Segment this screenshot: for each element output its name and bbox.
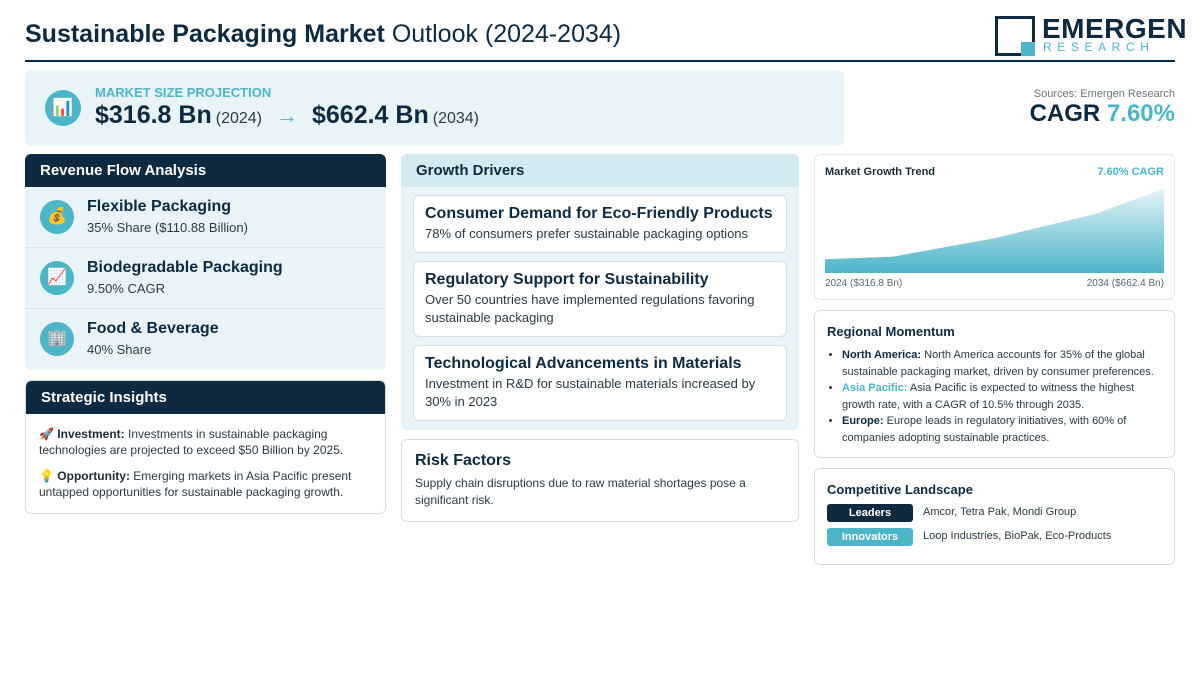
logo-sub-text: RESEARCH	[1043, 40, 1155, 54]
region-item: Asia Pacific: Asia Pacific is expected t…	[842, 380, 1162, 413]
start-value: $316.8 Bn	[95, 101, 212, 129]
market-growth-trend-card: Market Growth Trend 7.60% CAGR 2024 ($31…	[814, 154, 1175, 300]
bar-chart-icon: 📊	[45, 90, 81, 126]
strategic-insights-card: Strategic Insights 🚀 Investment: Investm…	[25, 380, 386, 514]
region-name: Asia Pacific:	[842, 382, 908, 394]
arrow-right-icon: →	[276, 103, 298, 128]
trend-up-icon: 📈	[40, 261, 74, 295]
market-size-projection: 📊 MARKET SIZE PROJECTION $316.8 Bn (2024)…	[25, 70, 844, 146]
projection-label: MARKET SIZE PROJECTION	[95, 85, 272, 100]
growth-drivers-title: Growth Drivers	[401, 154, 799, 187]
trend-start-label: 2024 ($316.8 Bn)	[825, 278, 903, 289]
cagr-summary: CAGR 7.60%	[1030, 100, 1175, 128]
revenue-item-value: 35% Share ($110.88 Billion)	[87, 220, 248, 235]
revenue-item-name: Biodegradable Packaging	[87, 259, 283, 276]
insight-label: Investment:	[57, 427, 125, 441]
regional-momentum-title: Regional Momentum	[827, 324, 955, 339]
driver-title: Regulatory Support for Sustainability	[425, 271, 709, 288]
region-text: Europe leads in regulatory initiatives, …	[842, 415, 1127, 444]
region-text: North America accounts for 35% of the gl…	[842, 349, 1154, 378]
trend-cagr: 7.60% CAGR	[1097, 166, 1164, 178]
insight-text: Emerging markets in Asia Pacific present…	[39, 469, 352, 499]
revenue-flow-card: Revenue Flow Analysis 💰 Flexible Packagi…	[25, 154, 386, 370]
revenue-item-name: Flexible Packaging	[87, 198, 232, 215]
risk-factors-card: Risk Factors Supply chain disruptions du…	[401, 439, 799, 522]
end-year: (2034)	[432, 110, 479, 127]
emergen-logo[interactable]: EMERGEN RESEARCH	[995, 13, 1187, 56]
revenue-item: 💰 Flexible Packaging 35% Share ($110.88 …	[25, 187, 386, 248]
logo-main-text: EMERGEN	[1042, 13, 1188, 44]
region-name: North America:	[842, 349, 922, 361]
trend-area	[825, 188, 1164, 273]
revenue-item: 📈 Biodegradable Packaging 9.50% CAGR	[25, 248, 386, 309]
cagr-value: 7.60%	[1106, 100, 1175, 127]
insight-label: Opportunity:	[57, 469, 130, 483]
trend-end-label: 2034 ($662.4 Bn)	[1086, 278, 1164, 289]
end-value: $662.4 Bn	[312, 101, 429, 129]
lightbulb-icon: 💡	[39, 469, 54, 483]
money-bag-icon: 💰	[40, 200, 74, 234]
driver-title: Technological Advancements in Materials	[425, 355, 742, 372]
page-header: Sustainable Packaging Market Outlook (20…	[25, 12, 1187, 62]
revenue-flow-title: Revenue Flow Analysis	[25, 154, 386, 187]
region-item: Europe: Europe leads in regulatory initi…	[842, 413, 1162, 446]
region-item: North America: North America accounts fo…	[842, 347, 1162, 380]
revenue-item-name: Food & Beverage	[87, 320, 219, 337]
growth-drivers-card: Growth Drivers Consumer Demand for Eco-F…	[401, 154, 799, 430]
competitive-landscape-card: Competitive Landscape Leaders Amcor, Tet…	[814, 468, 1175, 565]
page-title: Sustainable Packaging Market Outlook (20…	[25, 20, 621, 49]
leaders-badge: Leaders	[827, 504, 913, 522]
innovators-badge: Innovators	[827, 528, 913, 546]
insight-item: 🚀 Investment: Investments in sustainable…	[39, 426, 369, 458]
driver-item: Technological Advancements in Materials …	[413, 345, 787, 421]
driver-title: Consumer Demand for Eco-Friendly Product…	[425, 205, 773, 222]
projection-values: $316.8 Bn (2024) → $662.4 Bn (2034)	[95, 101, 479, 130]
driver-text: Over 50 countries have implemented regul…	[425, 292, 755, 325]
rocket-icon: 🚀	[39, 427, 54, 441]
trend-area-chart	[825, 188, 1164, 273]
logo-mark-icon	[995, 16, 1035, 56]
building-icon: 🏢	[40, 322, 74, 356]
risk-factors-text: Supply chain disruptions due to raw mate…	[415, 476, 746, 507]
driver-text: Investment in R&D for sustainable materi…	[425, 376, 756, 409]
title-bold: Sustainable Packaging Market	[25, 20, 385, 48]
insight-item: 💡 Opportunity: Emerging markets in Asia …	[39, 468, 369, 500]
title-rest: Outlook (2024-2034)	[391, 20, 622, 48]
revenue-item-value: 9.50% CAGR	[87, 281, 166, 296]
insight-text: Investments in sustainable packaging tec…	[39, 427, 344, 457]
regional-momentum-card: Regional Momentum North America: North A…	[814, 310, 1175, 458]
competitor-names: Loop Industries, BioPak, Eco-Products	[923, 530, 1112, 542]
regional-list: North America: North America accounts fo…	[842, 347, 1162, 446]
revenue-item-value: 40% Share	[87, 342, 152, 357]
region-text: Asia Pacific is expected to witness the …	[842, 382, 1135, 411]
sources-text: Sources: Emergen Research	[1033, 88, 1175, 100]
driver-item: Consumer Demand for Eco-Friendly Product…	[413, 195, 787, 253]
strategic-insights-title: Strategic Insights	[26, 381, 385, 414]
cagr-label: CAGR	[1029, 100, 1101, 127]
region-name: Europe:	[842, 415, 884, 427]
driver-text: 78% of consumers prefer sustainable pack…	[425, 226, 749, 241]
competitive-landscape-title: Competitive Landscape	[827, 482, 973, 497]
driver-item: Regulatory Support for Sustainability Ov…	[413, 261, 787, 337]
trend-title: Market Growth Trend	[825, 166, 936, 178]
revenue-item: 🏢 Food & Beverage 40% Share	[25, 309, 386, 370]
competitor-names: Amcor, Tetra Pak, Mondi Group	[923, 506, 1077, 518]
risk-factors-title: Risk Factors	[415, 452, 512, 469]
start-year: (2024)	[215, 110, 262, 127]
